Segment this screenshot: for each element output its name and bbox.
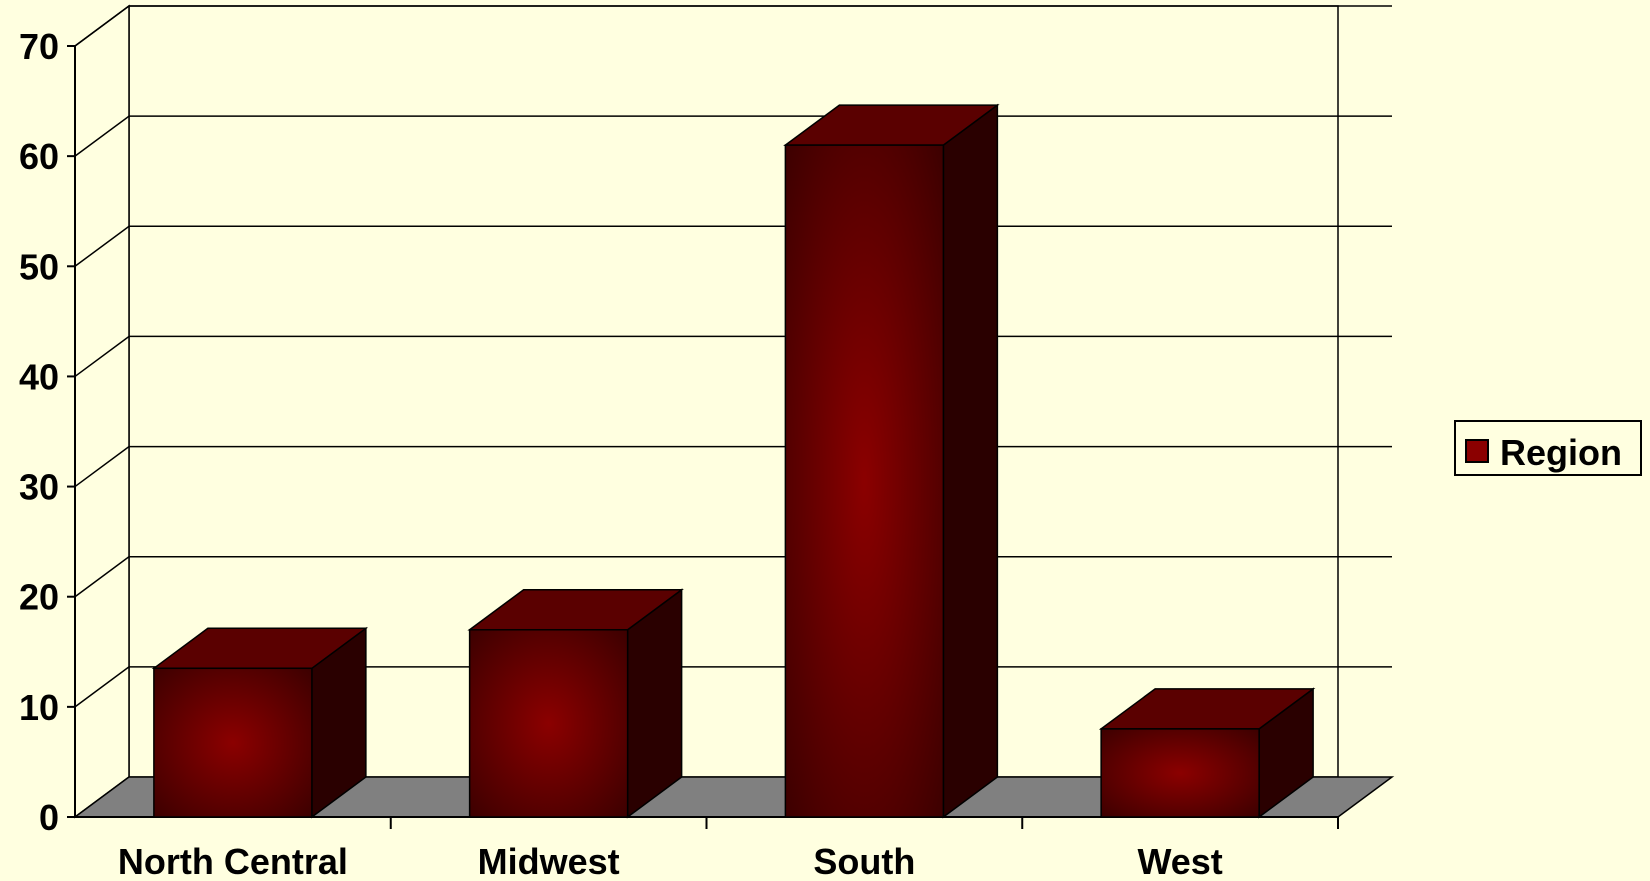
bar <box>783 103 1000 819</box>
gridline-side <box>74 556 130 598</box>
legend-swatch <box>1465 439 1489 463</box>
side-wall <box>74 4 130 819</box>
y-tick-label: 10 <box>19 687 59 728</box>
legend: Region <box>1454 420 1642 476</box>
bar-side <box>942 103 999 819</box>
gridline-side <box>74 5 130 47</box>
gridlines <box>74 5 1392 708</box>
y-tick-label: 20 <box>19 577 59 618</box>
x-category-label: South <box>813 841 915 881</box>
legend-series-name: Region <box>1500 432 1622 473</box>
bar <box>1098 687 1316 819</box>
bar <box>467 588 684 819</box>
bar-front <box>784 144 945 818</box>
bar <box>151 626 369 819</box>
y-tick-label: 70 <box>19 26 59 67</box>
y-tick-label: 0 <box>39 797 59 838</box>
gridline-side <box>74 115 130 157</box>
y-tick-label: 40 <box>19 356 59 397</box>
gridline-side <box>74 445 130 488</box>
y-tick-label: 30 <box>19 467 59 508</box>
gridline-side <box>74 335 130 378</box>
x-category-label: West <box>1137 841 1222 881</box>
x-category-label: Midwest <box>478 841 620 881</box>
gridline-side <box>74 225 130 267</box>
bar-front <box>1100 728 1260 818</box>
y-tick-label: 50 <box>19 246 59 287</box>
x-axis-category-labels: North Central Midwest South West <box>118 841 1223 881</box>
y-axis-tick-labels: 0 10 20 30 40 50 60 70 <box>19 26 59 838</box>
x-category-label: North Central <box>118 841 348 881</box>
bars <box>151 103 1316 819</box>
bar-front <box>468 629 629 818</box>
gridline-side <box>74 666 130 708</box>
bar-front <box>153 667 313 818</box>
y-tick-label: 60 <box>19 136 59 177</box>
